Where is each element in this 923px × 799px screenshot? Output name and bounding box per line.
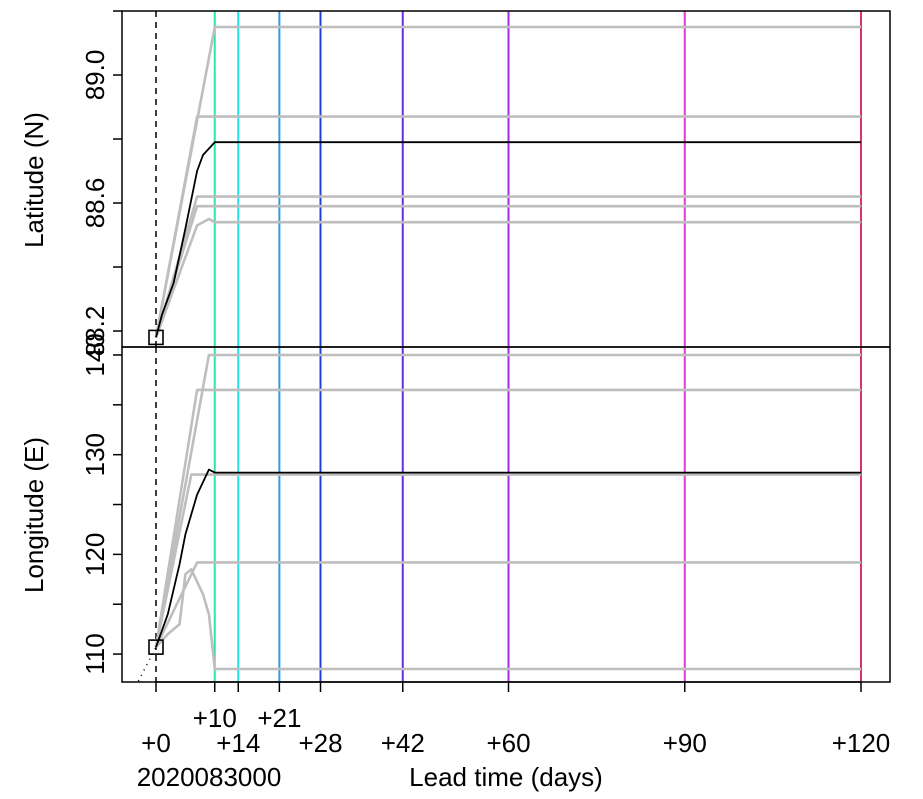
lon-init-point-marker [148, 639, 164, 655]
lon-pre-track [137, 646, 157, 682]
x-tick-label-10: +10 [193, 703, 237, 733]
lat-main-track [155, 141, 861, 338]
lon-ensemble-track-2 [154, 388, 861, 648]
lon-y-tick-label-140: 140 [80, 333, 110, 376]
x-tick-label-120: +120 [832, 728, 891, 758]
lon-ensemble-track-4 [154, 561, 861, 648]
start-time-label: 2020083000 [137, 762, 282, 792]
longitude-panel: 110 120 130 140 Longitude (E) [19, 333, 862, 682]
lat-plot-frame [121, 10, 891, 348]
lat-y-axis-title: Latitude (N) [19, 112, 49, 248]
lon-ensemble-track-1 [154, 353, 861, 648]
lon-y-axis-title: Longitude (E) [19, 437, 49, 593]
x-tick-label-90: +90 [663, 728, 707, 758]
lon-ensemble-track-5 [155, 567, 861, 671]
x-tick-label-60: +60 [486, 728, 530, 758]
lon-y-tick-label-110: 110 [80, 633, 110, 674]
x-axis: +0 +10+14+21+28 +42 +60 +90 +120 [141, 681, 891, 758]
lat-y-tick-label-89: 89.0 [80, 50, 110, 101]
lon-plot-area [137, 347, 862, 682]
x-tick-label-42: +42 [381, 728, 425, 758]
x-tick-label-14: +14 [216, 728, 260, 758]
lat-ensemble-track-5 [154, 217, 861, 338]
x-axis-title: Lead time (days) [409, 762, 603, 792]
lat-y-tick-label-88.6: 88.6 [80, 178, 110, 229]
lon-y-tick-label-130: 130 [80, 433, 110, 476]
x-tick-label-28: +28 [298, 728, 342, 758]
lat-ensemble-track-2 [154, 115, 861, 338]
lon-ensemble-track-3 [154, 473, 861, 648]
lon-main-track [155, 468, 861, 648]
lat-plot-area [154, 11, 862, 347]
x-tick-label-0: +0 [141, 728, 171, 758]
lat-init-point-marker [148, 329, 164, 346]
lat-y-tick-label-88.2: 88.2 [80, 306, 110, 357]
latitude-panel: 88.2 88.6 89.0 Latitude (N) [19, 10, 862, 357]
x-tick-label-21: +21 [257, 703, 301, 733]
lon-y-tick-label-120: 120 [80, 533, 110, 576]
lon-plot-frame [121, 346, 891, 683]
